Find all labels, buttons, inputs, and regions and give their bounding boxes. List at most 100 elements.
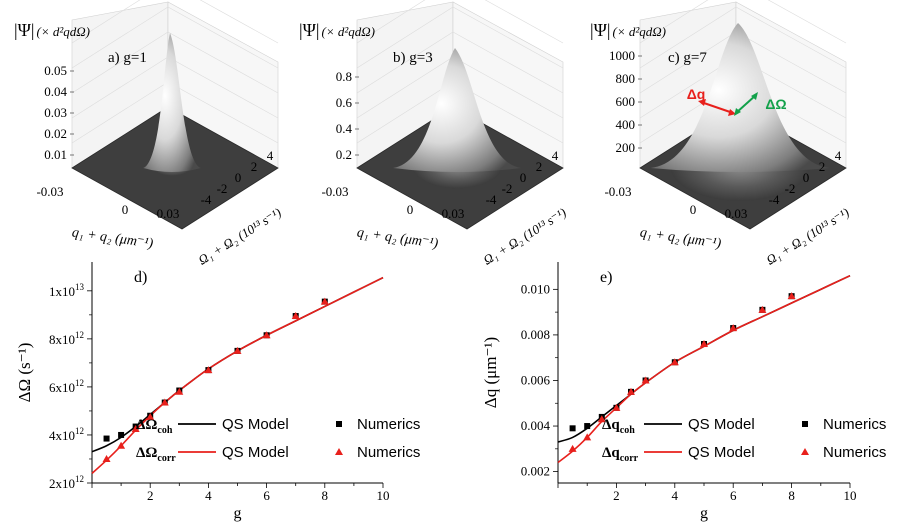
numerics-triangle-point xyxy=(117,441,126,449)
panel-label: a) g=1 xyxy=(108,50,147,66)
panel-label: c) g=7 xyxy=(668,50,707,66)
panel-label: e) xyxy=(600,269,612,286)
surface-panels: 0.010.020.030.040.05|Ψ| (× d²qdΩ)a) g=1-0… xyxy=(14,0,852,268)
wall-grid-line xyxy=(452,31,564,94)
x-tick-label: 6 xyxy=(730,488,737,503)
numerics-triangle-point xyxy=(787,292,796,300)
wall-grid-line xyxy=(639,31,737,94)
legend-symbol: Δqcoh xyxy=(602,417,635,436)
numerics-triangle-point xyxy=(700,340,708,348)
wall-grid-line xyxy=(639,6,737,69)
legend-symbol-sub: corr xyxy=(620,453,639,464)
numerics-triangle-point xyxy=(320,297,329,305)
y-tick-label: 0.008 xyxy=(521,327,550,342)
numerics-triangle-point xyxy=(597,415,606,423)
wall-grid-line xyxy=(71,6,169,69)
legend-symbol-sub: coh xyxy=(157,425,172,436)
surface-peak xyxy=(650,23,830,172)
y-axis-label: Ω₁ + Ω₂ (10¹³ s⁻¹) xyxy=(480,205,568,268)
x-axis-label: q₁ + q₂ (μm⁻¹) xyxy=(71,225,154,251)
numerics-square-point xyxy=(118,431,125,438)
surface-peak xyxy=(143,33,201,172)
domega-arrow xyxy=(735,94,757,114)
y-tick-label: -2 xyxy=(502,181,513,196)
wall-grid-line xyxy=(71,56,169,119)
y-tick-label: 6x1012 xyxy=(49,378,84,395)
dq-arrow xyxy=(700,101,734,114)
x-axis-label: g xyxy=(234,505,242,522)
y-tick-label: 8x1012 xyxy=(49,330,84,347)
dq-arrowhead xyxy=(698,99,706,106)
z-axis-label-main: |Ψ| xyxy=(14,20,35,40)
legend-model-label: QS Model xyxy=(222,416,289,433)
legend-symbol-main: ΔΩ xyxy=(136,417,157,433)
y-tick-label: -2 xyxy=(217,181,228,196)
y-tick-label: 1x1013 xyxy=(49,282,85,299)
dq-annotation: Δq xyxy=(687,86,706,102)
legend-marker-square xyxy=(336,421,342,427)
numerics-triangle-point xyxy=(204,366,213,374)
y-tick-exponent: 13 xyxy=(75,282,85,292)
wall-grid-line xyxy=(356,6,454,69)
x-tick-label: 0 xyxy=(690,202,697,217)
y-tick-label: 0.004 xyxy=(521,418,551,433)
y-tick-mantissa: 6x10 xyxy=(49,380,75,395)
wall-grid-line xyxy=(735,6,847,69)
wall-grid-line xyxy=(735,31,847,94)
y-tick-label: 2 xyxy=(251,159,258,174)
legend-symbol: ΔΩcoh xyxy=(136,417,173,436)
y-tick-label: 0 xyxy=(235,170,242,185)
line-panels: 2 4 6 8 10g2x10124x10126x10128x10121x1013ΔΩ … xyxy=(15,262,886,522)
y-tick-label: 0 xyxy=(520,170,527,185)
z-tick-label: 0.05 xyxy=(44,63,67,78)
y-tick-exponent: 12 xyxy=(75,426,84,436)
legend-symbol-sub: corr xyxy=(157,453,176,464)
z-axis-label-main: |Ψ| xyxy=(299,20,320,40)
z-axis-label-unit: (× d²qdΩ) xyxy=(37,24,90,39)
x-tick-label: 10 xyxy=(377,488,390,503)
y-tick-label: 4 xyxy=(552,148,559,163)
y-tick-mantissa: 2x10 xyxy=(49,476,75,491)
numerics-triangle-point xyxy=(146,412,155,420)
z-tick-label: 600 xyxy=(616,94,636,109)
z-axis-label: |Ψ| (× d²qdΩ) xyxy=(299,20,375,40)
wall-grid-line xyxy=(167,31,279,94)
legend-marker-triangle xyxy=(801,448,809,455)
z-tick-label: 200 xyxy=(616,140,636,155)
wall-grid-line xyxy=(71,81,169,144)
y-tick-label: 2x1012 xyxy=(49,474,84,491)
numerics-square-point xyxy=(569,425,576,432)
y-tick-label: 2 xyxy=(819,159,826,174)
x-axis-label: q₁ + q₂ (μm⁻¹) xyxy=(639,225,722,251)
legend-symbol: Δqcorr xyxy=(602,445,639,464)
x-axis-label: q₁ + q₂ (μm⁻¹) xyxy=(356,225,439,251)
numerics-triangle-point xyxy=(670,358,679,366)
numerics-triangle-point xyxy=(758,305,767,313)
legend-symbol-main: Δq xyxy=(602,445,620,461)
numerics-triangle-point xyxy=(641,376,650,384)
numerics-triangle-point xyxy=(131,424,140,432)
x-tick-label: -0.03 xyxy=(321,184,348,199)
numerics-triangle-point xyxy=(160,398,169,406)
wall-grid-line xyxy=(767,0,847,44)
y-tick-label: -4 xyxy=(769,192,780,207)
numerics-triangle-point xyxy=(627,387,635,395)
y-axis-label: Δq (μm⁻¹) xyxy=(481,337,500,408)
wall-grid-line xyxy=(356,0,426,44)
z-axis-label: |Ψ| (× d²qdΩ) xyxy=(14,20,90,40)
legend-model-label: QS Model xyxy=(688,444,755,461)
x-tick-label: 10 xyxy=(844,488,857,503)
dq-arrowhead xyxy=(728,109,736,116)
y-tick-label: -4 xyxy=(486,192,497,207)
y-tick-label: 0.002 xyxy=(521,464,550,479)
x-tick-label: 0.03 xyxy=(442,206,465,221)
x-tick-label: 6 xyxy=(263,488,270,503)
surface-panel-2: 0.2 0.4 0.6 0.8 |Ψ| (× d²qdΩ) b) g=3 -0.03 0 0.03… xyxy=(299,0,569,268)
z-tick-label: 0.6 xyxy=(336,95,353,110)
legend-numerics-label: Numerics xyxy=(357,444,420,461)
z-tick-label: 0.02 xyxy=(44,126,67,141)
numerics-triangle-point xyxy=(568,444,577,452)
numerics-triangle-point xyxy=(175,387,184,395)
